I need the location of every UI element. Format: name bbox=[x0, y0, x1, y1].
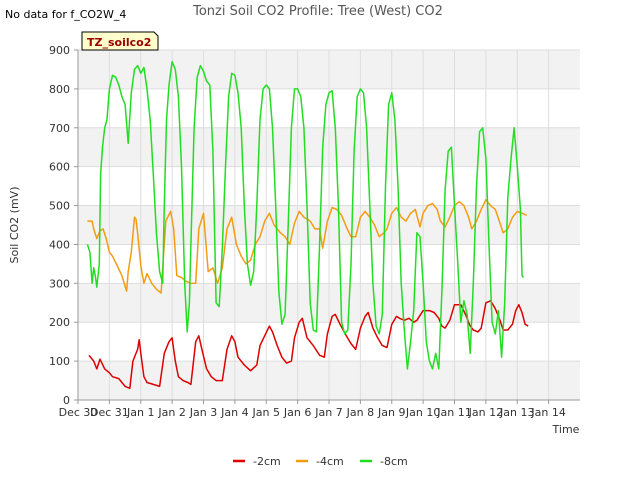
x-tick-label: Jan 7 bbox=[314, 406, 342, 419]
legend: -2cm -4cm -8cm bbox=[233, 455, 408, 468]
source-badge: TZ_soilco2 bbox=[81, 31, 159, 51]
x-tick-label: Jan 3 bbox=[189, 406, 217, 419]
chart-title: Tonzi Soil CO2 Profile: Tree (West) CO2 bbox=[192, 4, 443, 19]
y-tick-label: 100 bbox=[49, 355, 70, 368]
x-axis-label: Time bbox=[552, 423, 580, 436]
y-tick-label: 800 bbox=[49, 83, 70, 96]
y-tick-label: 700 bbox=[49, 122, 70, 135]
x-tick-label: Jan 8 bbox=[346, 406, 374, 419]
y-axis-label: Soil CO2 (mV) bbox=[8, 187, 21, 264]
series-layer bbox=[86, 60, 529, 390]
x-tick-label: Jan 12 bbox=[468, 406, 503, 419]
x-tick-label: Jan 2 bbox=[157, 406, 185, 419]
legend-label: -2cm bbox=[253, 455, 281, 468]
y-tick-label: 600 bbox=[49, 161, 70, 174]
no-data-note: No data for f_CO2W_4 bbox=[5, 8, 126, 21]
badge-box bbox=[81, 31, 159, 51]
series-line-2cm bbox=[88, 300, 529, 390]
y-tick-label: 500 bbox=[49, 200, 70, 213]
x-tick-label: Dec 30 bbox=[59, 406, 98, 419]
x-tick-label: Jan 13 bbox=[499, 406, 534, 419]
y-tick-label: 400 bbox=[49, 238, 70, 251]
x-tick-label: Jan 4 bbox=[220, 406, 248, 419]
x-tick-label: Jan 11 bbox=[436, 406, 471, 419]
x-tick-label: Jan 5 bbox=[252, 406, 280, 419]
legend-label: -4cm bbox=[316, 455, 344, 468]
y-tick-label: 200 bbox=[49, 316, 70, 329]
x-tick-label: Jan 10 bbox=[405, 406, 440, 419]
x-tick-label: Jan 9 bbox=[377, 406, 405, 419]
x-tick-label: Jan 6 bbox=[283, 406, 311, 419]
legend-label: -8cm bbox=[380, 455, 408, 468]
series-line-4cm bbox=[87, 198, 527, 294]
x-tick-label: Jan 1 bbox=[126, 406, 154, 419]
x-tick-label: Dec 31 bbox=[90, 406, 129, 419]
series-line-8cm bbox=[86, 60, 525, 370]
x-tick-label: Jan 14 bbox=[530, 406, 565, 419]
y-tick-label: 300 bbox=[49, 277, 70, 290]
badge-label: TZ_soilco2 bbox=[87, 36, 151, 49]
y-tick-label: 0 bbox=[63, 394, 70, 407]
y-tick-label: 900 bbox=[49, 44, 70, 57]
